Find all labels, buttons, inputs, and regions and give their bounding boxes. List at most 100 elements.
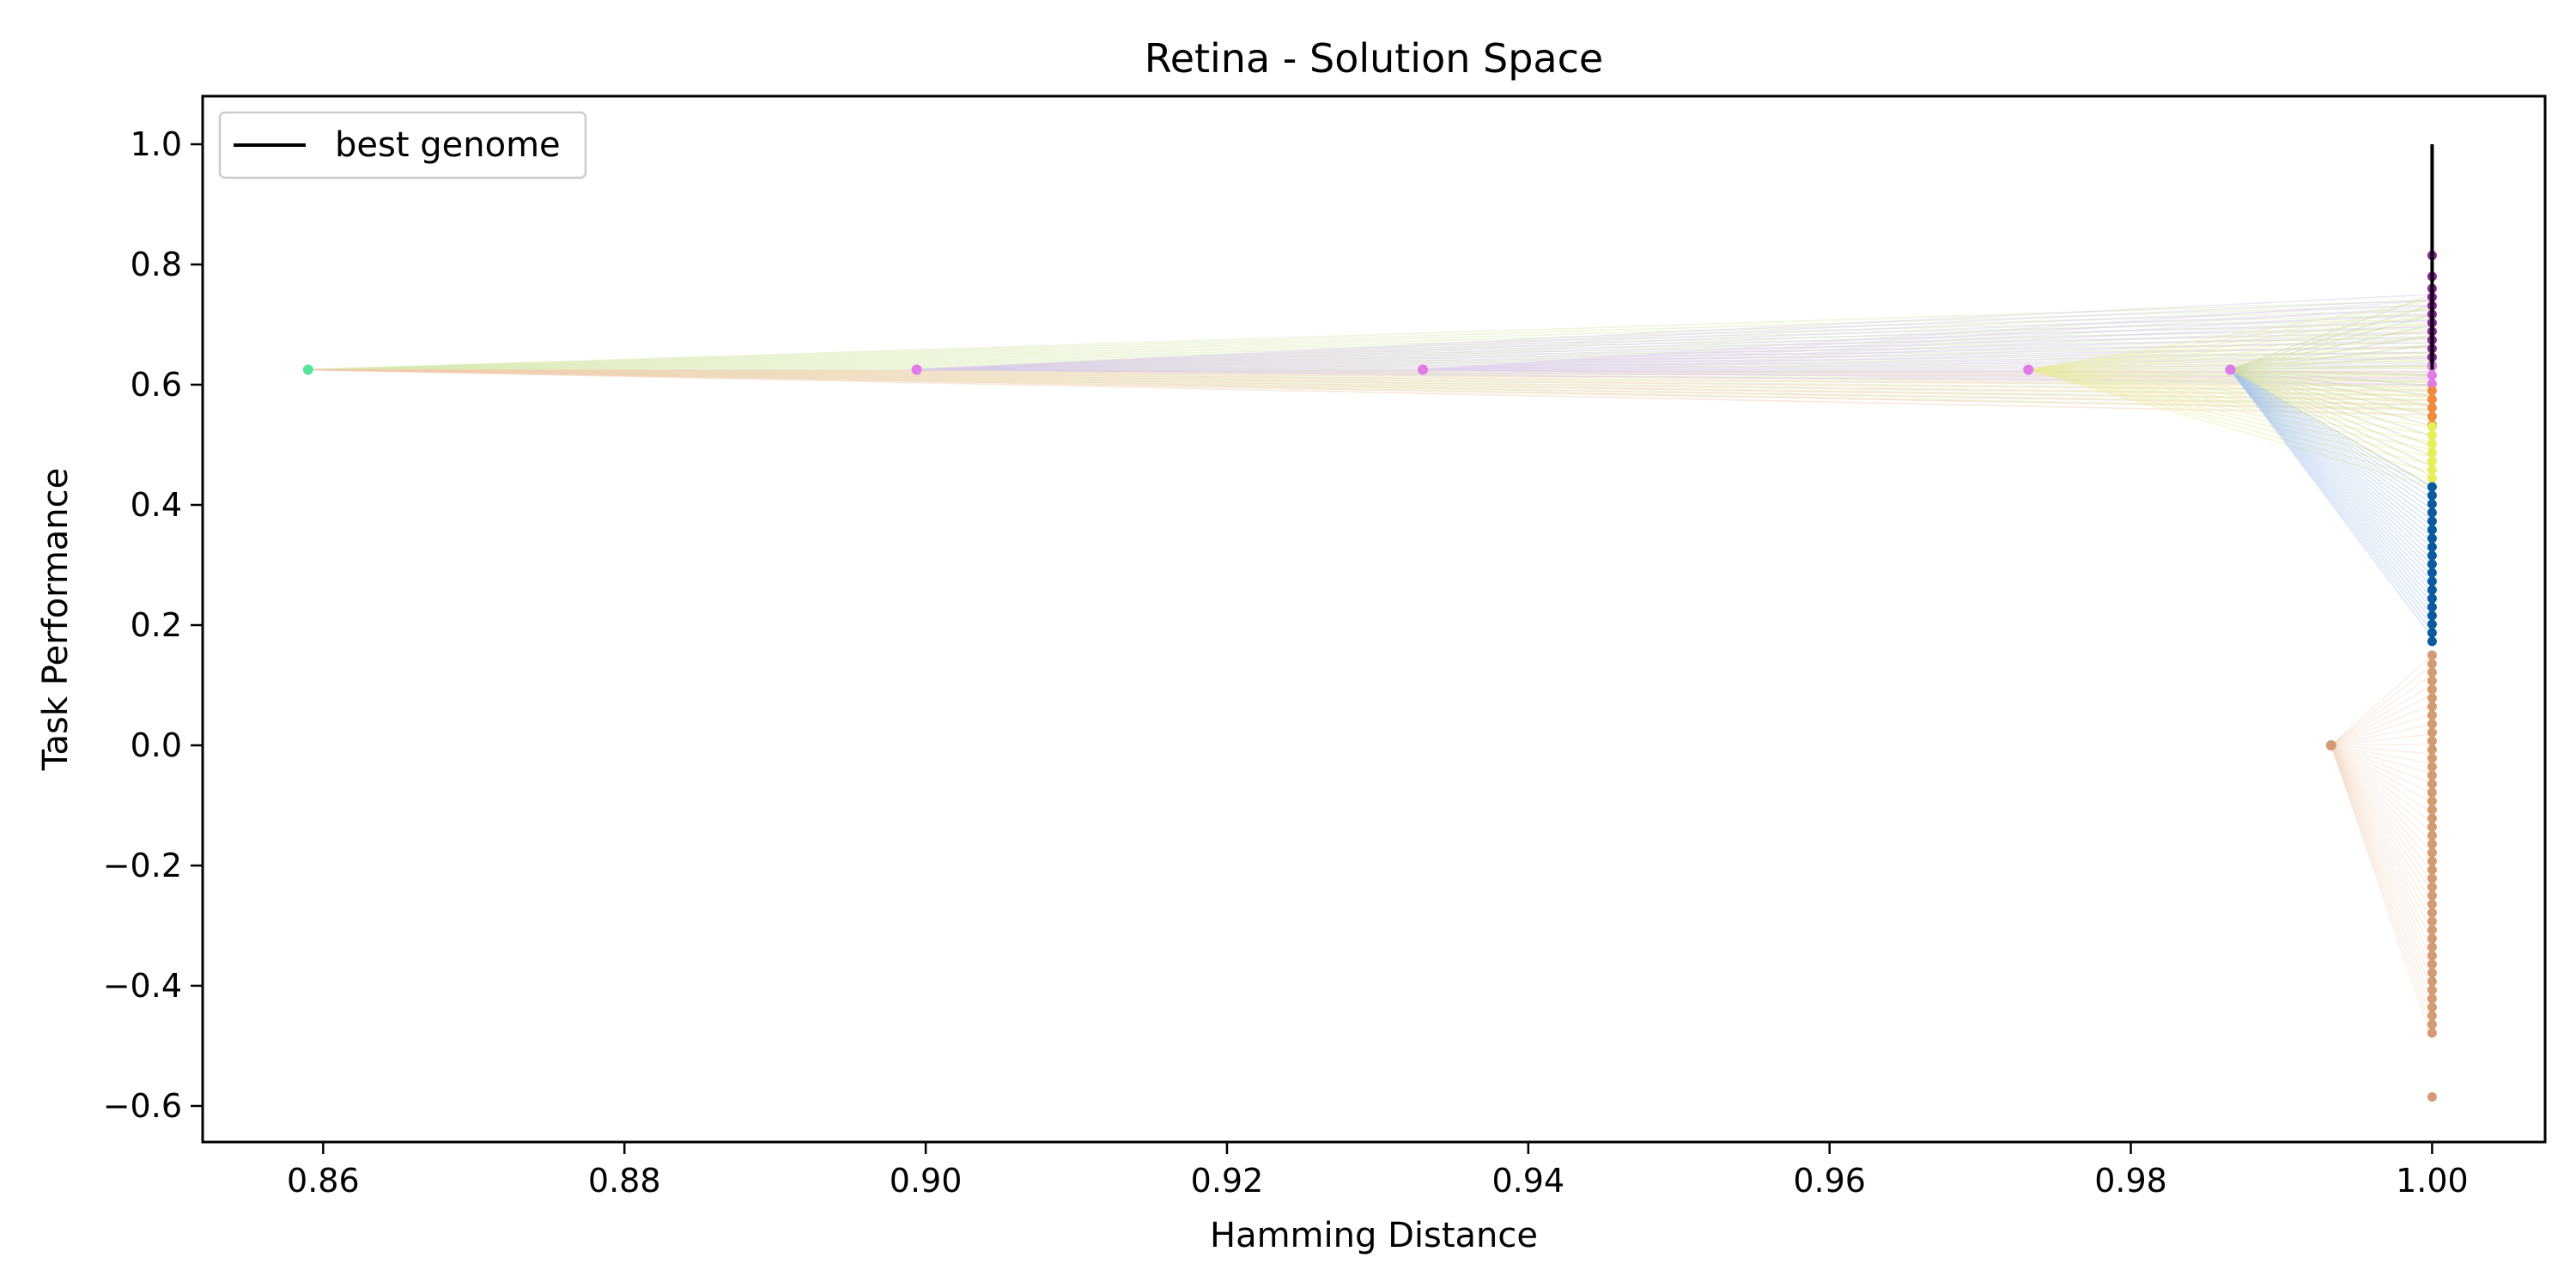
data-point	[2427, 744, 2437, 755]
lineage-line	[2028, 314, 2433, 371]
lineage-line	[2230, 294, 2433, 371]
lineage-line	[2230, 368, 2433, 417]
lineage-line	[2230, 368, 2433, 447]
lineage-line	[307, 332, 2433, 371]
lineage-line	[2028, 329, 2433, 371]
x-tick-label: 0.92	[1191, 1162, 1264, 1200]
lineage-line	[2229, 368, 2433, 577]
data-point	[2427, 619, 2437, 629]
data-point	[2427, 602, 2437, 612]
lineage-line	[2330, 674, 2433, 746]
lineage-line	[307, 368, 2433, 410]
data-point	[2427, 770, 2437, 781]
data-point	[2427, 830, 2437, 841]
x-tick-label: 0.96	[1793, 1162, 1866, 1200]
y-axis-label: Task Performance	[36, 468, 76, 772]
lineage-line	[2229, 368, 2433, 499]
data-point	[2427, 787, 2437, 798]
parent-point	[302, 364, 313, 375]
lineage-line	[916, 299, 2433, 371]
lineage-line	[2330, 744, 2433, 873]
data-point	[2427, 473, 2437, 483]
lineage-line	[2330, 744, 2433, 883]
data-point	[2427, 628, 2437, 638]
data-point	[2427, 882, 2437, 892]
lineage-line	[2230, 344, 2433, 371]
lineage-line	[916, 368, 2433, 371]
lineage-line	[307, 342, 2433, 371]
data-point	[2427, 1092, 2437, 1102]
lineage-line	[2330, 744, 2433, 962]
lineage-line	[2330, 744, 2433, 1041]
lineage-line	[2028, 368, 2433, 459]
y-tick-label: 0.0	[131, 726, 182, 764]
lineage-line	[2028, 368, 2433, 428]
lineage-line	[307, 365, 2433, 371]
data-point	[2427, 993, 2437, 1004]
lineage-line	[307, 368, 2433, 398]
data-point	[2427, 482, 2437, 492]
data-point	[2427, 753, 2437, 763]
data-point	[2427, 611, 2437, 621]
lineage-line	[2230, 368, 2433, 407]
parent-point	[1418, 364, 1429, 375]
data-point	[2427, 370, 2437, 380]
lineage-line	[916, 336, 2433, 371]
lineage-line	[2229, 368, 2433, 611]
lineage-line	[2230, 334, 2433, 371]
lineage-line	[307, 368, 2433, 400]
data-point	[2427, 684, 2437, 695]
data-point	[2427, 796, 2437, 806]
lineage-line	[307, 319, 2433, 371]
data-point	[2427, 659, 2437, 669]
lineage-line	[2230, 368, 2433, 428]
lineage-line	[307, 313, 2433, 371]
lineage-line	[2229, 368, 2433, 532]
data-point	[2427, 533, 2437, 544]
lineage-line	[2028, 368, 2433, 481]
lineage-line	[1422, 300, 2433, 371]
lineage-line	[2229, 368, 2433, 549]
data-point	[2427, 576, 2437, 586]
data-point	[2427, 593, 2437, 604]
data-point	[2427, 873, 2437, 884]
y-tick-label: 0.8	[131, 246, 182, 283]
y-tick-label: 0.4	[131, 486, 182, 524]
lineage-line	[1422, 319, 2433, 371]
lineage-line	[2028, 368, 2433, 488]
data-point	[2427, 636, 2437, 647]
data-point	[2427, 456, 2437, 466]
data-point	[2427, 394, 2437, 404]
parent-point	[911, 364, 922, 375]
lineage-line	[916, 368, 2433, 380]
lineage-line	[307, 368, 2433, 377]
lineage-line	[307, 346, 2433, 371]
lineage-line	[2330, 744, 2433, 785]
lineage-line	[2229, 368, 2433, 560]
lineage-line	[916, 352, 2433, 371]
lineage-line	[2330, 744, 2433, 991]
lineage-line	[307, 368, 2433, 372]
x-tick-label: 0.94	[1492, 1162, 1565, 1200]
lineage-line	[2229, 369, 2433, 627]
lineage-line	[916, 320, 2433, 371]
lineage-line	[2028, 368, 2433, 473]
lineage-line	[2330, 744, 2433, 922]
lineage-line	[307, 368, 2433, 381]
lineage-line	[2229, 368, 2433, 571]
lineage-line	[2229, 368, 2433, 599]
data-point	[2427, 516, 2437, 526]
y-tick-label: −0.2	[103, 847, 182, 884]
data-points	[302, 251, 2437, 1102]
lineage-line	[2028, 368, 2433, 451]
data-point	[2427, 447, 2437, 458]
lineage-line	[2028, 351, 2433, 371]
data-point	[2427, 507, 2437, 518]
data-point	[2427, 403, 2437, 413]
data-point	[2427, 465, 2437, 475]
lineage-line	[307, 368, 2433, 405]
lineage-line	[307, 300, 2433, 371]
lineage-line	[2229, 368, 2433, 544]
lineage-line	[2330, 744, 2433, 1021]
